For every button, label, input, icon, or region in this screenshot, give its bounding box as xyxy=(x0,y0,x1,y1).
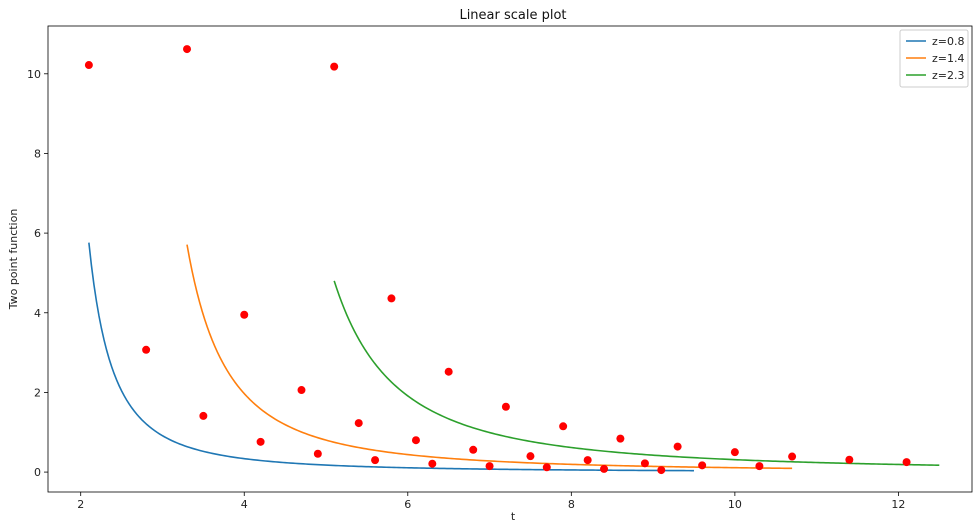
data-point xyxy=(183,45,192,54)
x-axis: 2 4 6 8 10 12 xyxy=(77,492,905,511)
x-tick-label: 6 xyxy=(404,498,411,511)
data-point xyxy=(428,459,437,468)
data-point xyxy=(845,455,854,464)
data-point xyxy=(616,434,625,443)
data-point xyxy=(485,462,494,471)
data-point xyxy=(256,437,265,446)
data-point xyxy=(444,367,453,376)
data-point xyxy=(371,456,380,465)
legend-label: z=0.8 xyxy=(932,35,964,48)
data-point xyxy=(673,442,682,451)
y-tick-label: 6 xyxy=(34,227,41,240)
data-point xyxy=(387,294,396,303)
series-lines xyxy=(88,242,940,472)
y-tick-label: 0 xyxy=(34,466,41,479)
y-tick-label: 8 xyxy=(34,147,41,160)
data-point xyxy=(330,62,339,71)
data-point xyxy=(526,452,535,461)
legend-label: z=1.4 xyxy=(932,52,964,65)
y-tick-label: 2 xyxy=(34,386,41,399)
legend-box xyxy=(899,29,969,88)
data-point xyxy=(84,61,93,70)
data-point xyxy=(600,464,609,473)
y-axis: 0 2 4 6 8 10 xyxy=(27,68,48,479)
series-line-z=2.3 xyxy=(333,280,940,467)
x-tick-label: 12 xyxy=(891,498,905,511)
x-tick-label: 4 xyxy=(241,498,248,511)
x-tick-label: 2 xyxy=(77,498,84,511)
data-point xyxy=(142,345,151,354)
data-point xyxy=(542,463,551,472)
data-point xyxy=(240,310,249,319)
data-point xyxy=(559,422,568,431)
legend-label: z=2.3 xyxy=(932,69,964,82)
data-point xyxy=(411,436,420,445)
data-point xyxy=(583,456,592,465)
series-line-z=0.8 xyxy=(88,242,694,472)
x-tick-label: 10 xyxy=(728,498,742,511)
x-tick-label: 8 xyxy=(568,498,575,511)
data-point xyxy=(313,449,322,458)
y-tick-label: 4 xyxy=(34,307,41,320)
data-point xyxy=(354,419,363,428)
data-point xyxy=(469,445,478,454)
data-point xyxy=(501,402,510,411)
data-point xyxy=(640,459,649,468)
legend: z=0.8 z=1.4 z=2.3 xyxy=(899,29,969,88)
series-line-z=1.4 xyxy=(186,244,793,470)
series-points xyxy=(84,45,911,475)
data-point xyxy=(657,466,666,475)
data-point xyxy=(297,386,306,395)
data-point xyxy=(698,461,707,470)
plot-area xyxy=(47,25,973,493)
chart-title: Linear scale plot xyxy=(459,8,566,23)
y-tick-label: 10 xyxy=(27,68,41,81)
data-point xyxy=(730,448,739,457)
data-point xyxy=(199,411,208,420)
data-point xyxy=(788,452,797,461)
x-axis-label: t xyxy=(511,510,516,523)
data-point xyxy=(902,458,911,467)
data-point xyxy=(755,462,764,471)
y-axis-label: Two point function xyxy=(7,209,20,311)
